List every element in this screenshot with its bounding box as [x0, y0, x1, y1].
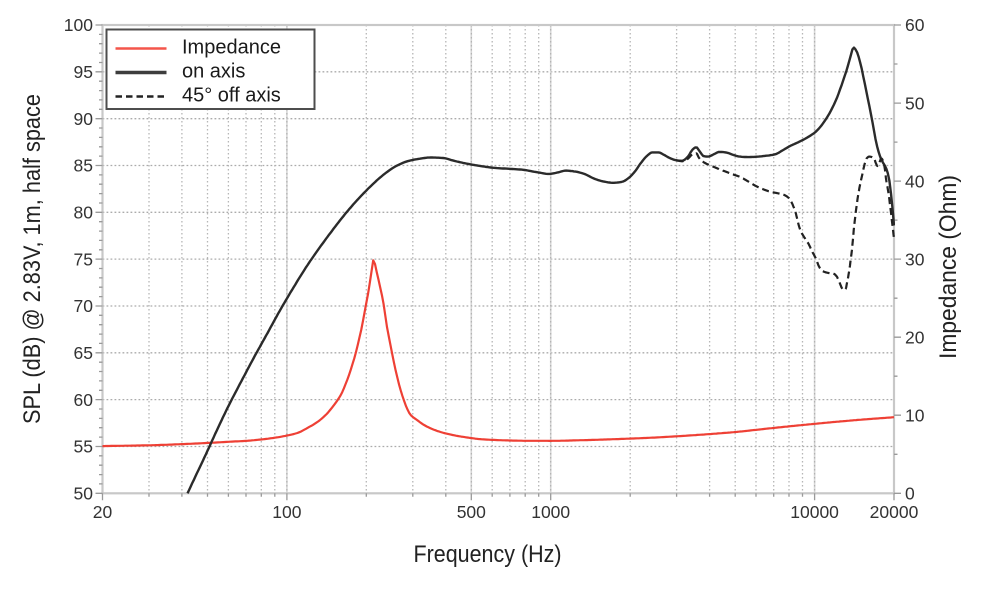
svg-text:65: 65 [74, 343, 93, 363]
svg-text:Frequency (Hz): Frequency (Hz) [414, 541, 562, 568]
svg-text:10: 10 [905, 405, 925, 425]
svg-text:75: 75 [74, 249, 93, 269]
svg-text:100: 100 [272, 502, 301, 522]
svg-text:SPL (dB) @ 2.83V, 1m, half spa: SPL (dB) @ 2.83V, 1m, half space [19, 94, 46, 424]
svg-text:80: 80 [74, 203, 94, 223]
svg-text:1000: 1000 [531, 502, 570, 522]
svg-text:Impedance: Impedance [182, 37, 281, 59]
svg-text:100: 100 [64, 15, 93, 35]
svg-text:10000: 10000 [790, 502, 839, 522]
svg-text:50: 50 [905, 93, 925, 113]
svg-text:60: 60 [905, 15, 925, 35]
svg-text:20: 20 [93, 502, 113, 522]
svg-text:20: 20 [905, 327, 925, 347]
svg-text:30: 30 [905, 249, 925, 269]
svg-text:85: 85 [74, 156, 93, 176]
svg-text:0: 0 [905, 484, 915, 504]
svg-text:90: 90 [74, 109, 94, 129]
svg-text:45° off axis: 45° off axis [182, 85, 281, 107]
svg-text:70: 70 [74, 296, 94, 316]
svg-text:60: 60 [74, 390, 94, 410]
svg-text:55: 55 [74, 437, 93, 457]
svg-text:40: 40 [905, 171, 925, 191]
svg-text:Impedance (Ohm): Impedance (Ohm) [935, 175, 962, 359]
svg-text:500: 500 [457, 502, 486, 522]
svg-text:on axis: on axis [182, 61, 245, 83]
svg-text:20000: 20000 [870, 502, 919, 522]
svg-text:50: 50 [74, 484, 94, 504]
svg-text:95: 95 [74, 62, 93, 82]
